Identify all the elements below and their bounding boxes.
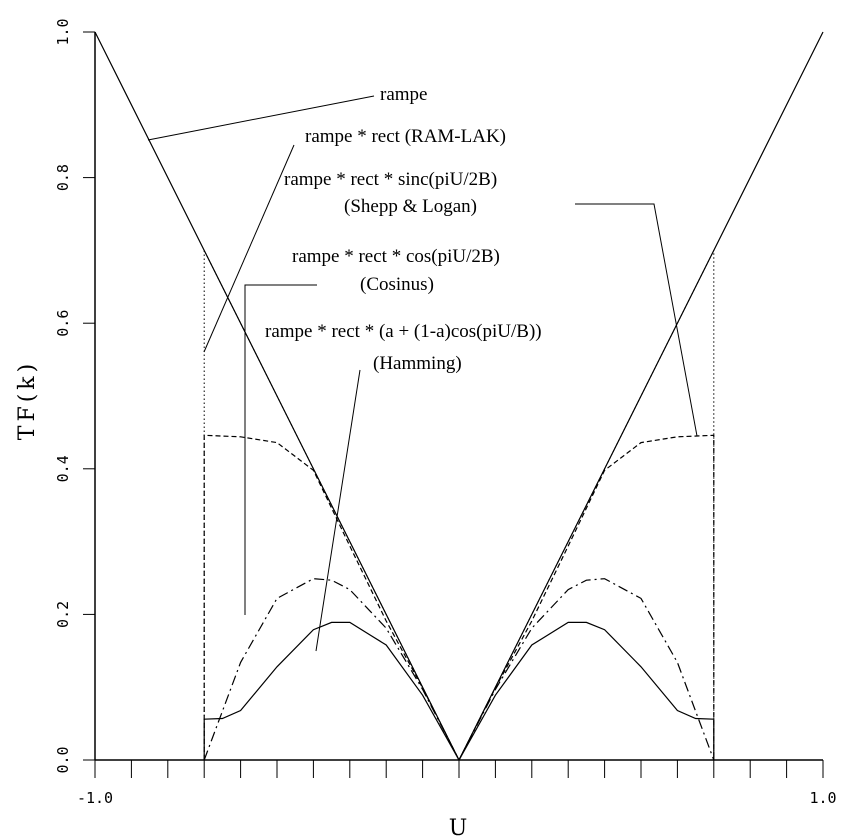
y-axis-title: TF(k): [15, 360, 40, 440]
y-tick-labels: 0.0 0.2 0.4 0.6 0.8 1.0: [54, 18, 72, 773]
y-tick-label: 0.6: [54, 310, 72, 337]
annotation-shepp-logan-line1: rampe * rect * sinc(piU/2B): [284, 169, 497, 190]
series-layer: [94, 31, 824, 762]
series-line-4: [203, 578, 715, 762]
annotation-shepp-logan-line2: (Shepp & Logan): [344, 196, 477, 217]
annotation-cosinus-line2: (Cosinus): [360, 274, 434, 295]
y-ticks: [83, 31, 95, 761]
annotation-ram-lak: rampe * rect (RAM-LAK): [305, 126, 506, 147]
annotation-cosinus-line1: rampe * rect * cos(piU/2B): [292, 246, 500, 267]
annotation-rampe: rampe: [380, 84, 427, 105]
y-tick-label: 1.0: [54, 18, 72, 45]
x-tick-label-min: -1.0: [77, 789, 113, 807]
y-tick-label: 0.8: [54, 164, 72, 191]
x-tick-label-max: 1.0: [809, 789, 836, 807]
leader-line-hamming: [315, 369, 361, 652]
annotation-hamming-line1: rampe * rect * (a + (1-a)cos(piU/B)): [265, 321, 542, 342]
leader-line-shepp-logan: [575, 203, 698, 437]
leader-lines: [147, 95, 698, 652]
leader-line-rampe: [147, 95, 375, 141]
y-tick-label: 0.0: [54, 746, 72, 773]
leader-line-cosinus: [244, 284, 317, 615]
y-tick-label: 0.2: [54, 601, 72, 628]
x-axis-title: U: [449, 816, 468, 840]
leader-line-ram-lak: [203, 144, 295, 353]
x-ticks: [94, 760, 824, 778]
y-tick-label: 0.4: [54, 455, 72, 482]
series-line-5: [203, 621, 715, 762]
annotation-hamming-line2: (Hamming): [373, 353, 462, 374]
series-line-3: [203, 434, 715, 762]
